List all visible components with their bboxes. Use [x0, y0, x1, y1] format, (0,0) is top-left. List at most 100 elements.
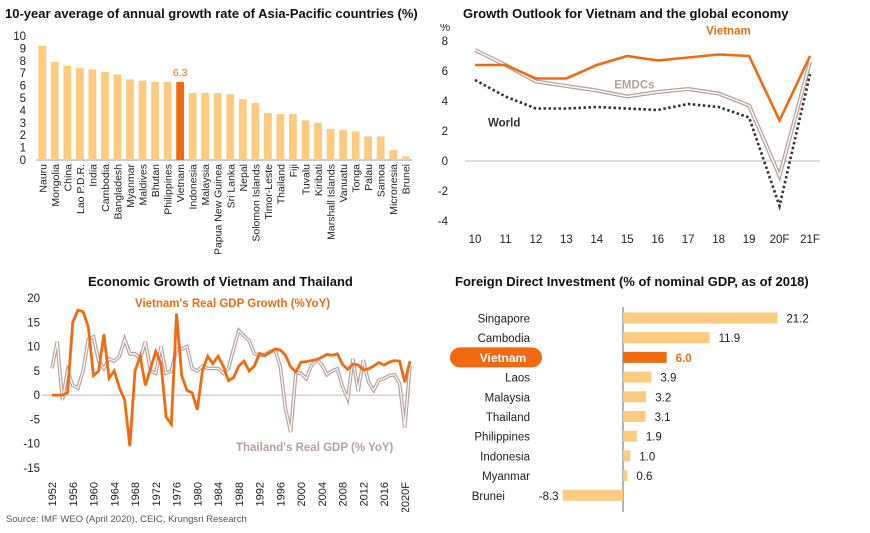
chart2-title: Growth Outlook for Vietnam and the globa… [463, 6, 789, 21]
category-label: Tonga [351, 164, 363, 193]
category-label: Philippines [163, 164, 175, 215]
bar-malaysia [201, 93, 210, 160]
y-tick-label: 0 [20, 155, 26, 167]
bar-vanuatu [339, 130, 347, 160]
x-tick-label: 1996 [275, 482, 287, 506]
x-tick-label: 1960 [89, 482, 101, 506]
x-tick-label: 1992 [255, 482, 267, 506]
category-label-thailand: Thailand [486, 412, 530, 424]
bar-philippines [623, 430, 637, 442]
bar-mongolia [50, 62, 59, 160]
series-line-vietnam [52, 308, 412, 447]
x-tick-label: 2004 [317, 482, 329, 506]
bar-bhutan [151, 81, 159, 160]
y-tick-label: 15 [27, 317, 40, 329]
bar-fiji [289, 114, 297, 160]
x-tick-label: 2012 [358, 482, 370, 506]
value-label-thailand: 3.1 [655, 412, 671, 424]
x-tick-label: 10 [469, 234, 482, 246]
category-label-myanmar: Myanmar [482, 471, 530, 483]
value-label-malaysia: 3.2 [655, 392, 671, 404]
x-tick-label: 1952 [47, 482, 59, 506]
value-label-brunei: -8.3 [539, 491, 559, 503]
bar-nauru [38, 45, 47, 160]
series-line-vietnam [475, 53, 812, 124]
y-tick-label: 4 [442, 96, 449, 108]
bar-bangladesh [113, 74, 122, 160]
category-label-cambodia: Cambodia [478, 333, 531, 345]
source-note: Source: IMF WEO (April 2020), CEIC, Krun… [6, 514, 247, 525]
bar-brunei [562, 489, 623, 501]
legend-label-thailand: Thailand's Real GDP (% YoY) [236, 442, 394, 454]
category-label: India [87, 164, 99, 187]
bar-brunei [401, 156, 410, 160]
category-label: Mongolia [50, 164, 62, 207]
legend-label-vietnam: Vietnam [706, 26, 751, 38]
x-tick-label: 21F [800, 234, 820, 246]
highlight-pill [450, 347, 542, 368]
bar-indonesia [188, 93, 197, 160]
bar-solomon-islands [251, 102, 260, 160]
category-label: Lao P.D.R. [75, 164, 87, 214]
bar-myanmar [126, 79, 134, 160]
category-label-philippines: Philippines [474, 432, 530, 444]
bar-thailand [623, 411, 646, 422]
y-tick-label: 20 [27, 293, 40, 305]
category-label: Samoa [376, 164, 388, 197]
y-tick-label: 0 [34, 390, 40, 402]
x-tick-label: 15 [621, 234, 634, 246]
legend-label-world: World [488, 118, 520, 130]
value-label-laos: 3.9 [660, 373, 676, 385]
x-tick-label: 20F [770, 234, 790, 246]
legend-label-emdcs: EMDCs [614, 80, 654, 92]
highlight-value-label: 6.3 [173, 67, 188, 79]
x-tick-label: 13 [560, 234, 573, 246]
category-label: Tuvalu [300, 164, 312, 195]
bar-cambodia [623, 332, 710, 344]
x-tick-label: 1964 [109, 482, 121, 506]
x-tick-label: 2000 [296, 482, 308, 506]
category-label-malaysia: Malaysia [485, 392, 531, 404]
growth-outlook-line-chart: % 8 6 4 2 0 -2 -4 10 11 12 13 14 15 16 17 18 19 20F 21F Viet… [438, 24, 820, 246]
category-label: Nepal [238, 164, 250, 191]
chart4-title: Foreign Direct Investment (% of nominal … [455, 274, 809, 289]
series-line-emdcs-inner [474, 49, 811, 179]
bar-laos [623, 371, 652, 383]
x-tick-label: 1956 [68, 482, 80, 506]
category-label: Vietnam [175, 164, 187, 203]
bar-marshall-islands [326, 129, 335, 160]
y-tick-label: 2 [442, 126, 448, 138]
x-tick-label: 17 [682, 234, 695, 246]
category-label: Brunei [401, 164, 413, 194]
x-tick-label: 1968 [130, 482, 142, 506]
x-tick-label: 19 [743, 234, 756, 246]
category-label-vietnam: Vietnam [480, 351, 526, 365]
category-label: Micronesia [388, 164, 400, 215]
category-label: Malaysia [200, 164, 212, 206]
y-tick-label: 1 [20, 143, 26, 155]
value-label-myanmar: 0.6 [636, 471, 652, 483]
category-label-indonesia: Indonesia [480, 451, 530, 463]
bar-samoa [376, 136, 385, 160]
bar-malaysia [623, 391, 647, 403]
bar-india [88, 69, 97, 160]
category-label: Thailand [275, 164, 287, 204]
category-label: Timor-Leste [263, 164, 275, 220]
category-label: Palau [363, 164, 375, 191]
category-label-singapore: Singapore [478, 314, 530, 326]
x-tick-label: 1976 [172, 482, 184, 506]
legend-label-vietnam: Vietnam's Real GDP Growth (%YoY) [135, 298, 330, 310]
x-tick-label: 11 [499, 234, 511, 246]
category-label: Indonesia [188, 164, 200, 210]
bar-myanmar [623, 470, 628, 482]
y-tick-label: -2 [438, 186, 448, 198]
x-tick-label: 1984 [213, 482, 225, 506]
category-label-brunei: Brunei [472, 491, 505, 503]
y-tick-label: 6 [20, 81, 26, 93]
y-tick-label: 3 [20, 118, 26, 130]
bar-micronesia [389, 150, 398, 160]
y-tick-label: 8 [20, 56, 26, 68]
y-tick-label: 5 [20, 93, 26, 105]
fdi-bar-chart: Singapore 21.2 Cambodia 11.9 Vietnam 6.0 Laos 3… [450, 307, 809, 512]
